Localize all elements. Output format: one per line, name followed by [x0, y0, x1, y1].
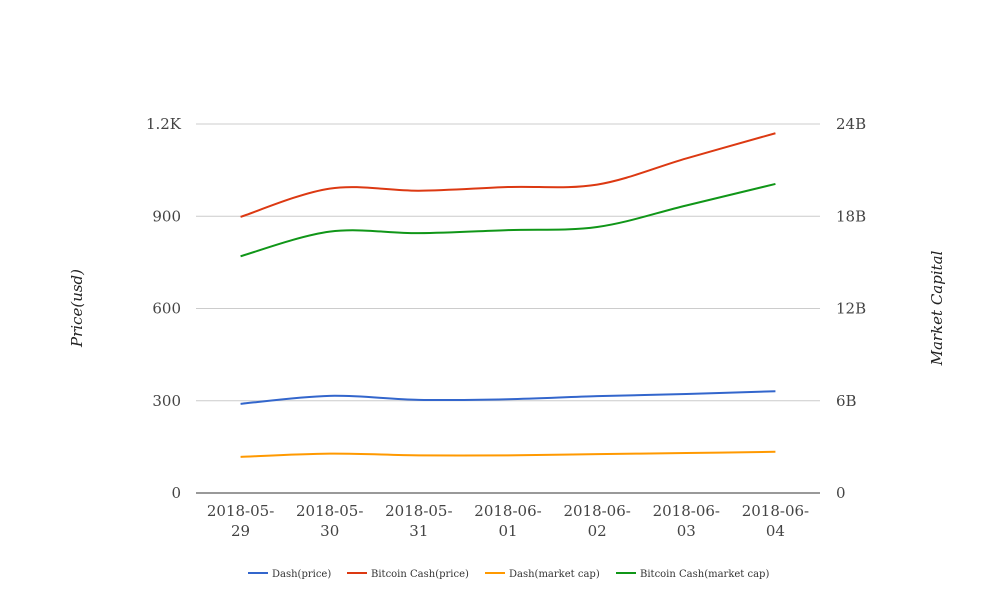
- y-left-tick-label: 300: [152, 392, 181, 410]
- x-tick-label: 2018-06-02: [563, 502, 630, 540]
- x-tick-label: 2018-05-30: [296, 502, 363, 540]
- series-line-bitcoin-cash-price: [240, 132, 776, 218]
- x-tick-label: 2018-06-03: [653, 502, 720, 540]
- legend-label: Dash(market cap): [509, 569, 600, 580]
- x-tick-label: 2018-06-04: [742, 502, 809, 540]
- y-left-axis-title: Price(usd): [68, 269, 86, 348]
- series-line-dash-market-cap: [240, 450, 776, 458]
- y-left-tick-label: 1.2K: [146, 115, 182, 133]
- y-left-tick-label: 600: [152, 300, 181, 318]
- legend-label: Bitcoin Cash(market cap): [640, 569, 769, 580]
- y-left-tick-label: 0: [171, 484, 181, 502]
- y-right-tick-label: 12B: [836, 300, 866, 318]
- series-line-bitcoin-cash-market-cap: [240, 182, 776, 258]
- legend-label: Dash(price): [272, 569, 331, 580]
- y-right-tick-label: 24B: [836, 115, 866, 133]
- y-right-axis-title: Market Capital: [928, 250, 946, 366]
- y-right-tick-label: 6B: [836, 392, 857, 410]
- legend-label: Bitcoin Cash(price): [371, 569, 469, 580]
- y-right-tick-label: 0: [836, 484, 846, 502]
- series-line-dash-price: [240, 390, 776, 405]
- y-left-tick-label: 900: [152, 207, 181, 225]
- y-right-tick-label: 18B: [836, 207, 866, 225]
- x-tick-label: 2018-05-29: [207, 502, 274, 540]
- x-tick-label: 2018-05-31: [385, 502, 452, 540]
- x-tick-label: 2018-06-01: [474, 502, 541, 540]
